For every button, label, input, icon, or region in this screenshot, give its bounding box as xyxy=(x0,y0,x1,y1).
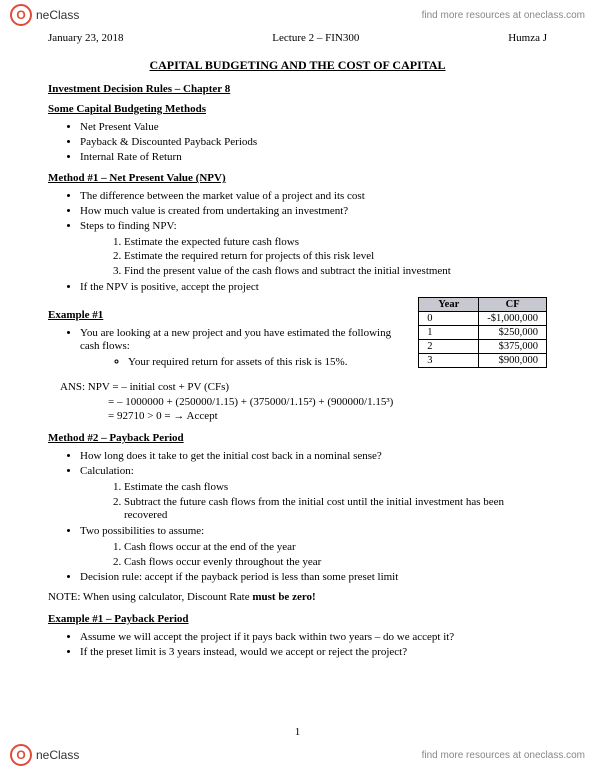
list-item: You are looking at a new project and you… xyxy=(80,327,408,370)
heading-example1: Example #1 xyxy=(48,309,408,321)
table-cell: 1 xyxy=(419,325,479,339)
npv-steps: Estimate the expected future cash flows … xyxy=(80,236,547,279)
tagline-text: find more resources at oneclass.com xyxy=(422,10,585,21)
table-cell: 0 xyxy=(419,311,479,325)
doc-author: Humza J xyxy=(508,32,547,44)
page-number: 1 xyxy=(0,726,595,738)
table-cell: $250,000 xyxy=(479,325,547,339)
list-item-label: Calculation: xyxy=(80,465,134,477)
tagline-text: find more resources at oneclass.com xyxy=(422,750,585,761)
formula-line: = – 1000000 + (250000/1.15) + (375000/1.… xyxy=(60,395,547,410)
list-item: How much value is created from undertaki… xyxy=(80,205,547,219)
list-item: Subtract the future cash flows from the … xyxy=(124,496,547,524)
table-cell: -$1,000,000 xyxy=(479,311,547,325)
list-item: If the NPV is positive, accept the proje… xyxy=(80,281,547,295)
table-cell: 2 xyxy=(419,339,479,353)
note-text: NOTE: When using calculator, Discount Ra… xyxy=(48,591,252,603)
doc-date: January 23, 2018 xyxy=(48,32,123,44)
list-item: Calculation: Estimate the cash flows Sub… xyxy=(80,465,547,523)
payback-note: NOTE: When using calculator, Discount Ra… xyxy=(48,591,547,603)
table-header: CF xyxy=(479,297,547,311)
payback-assumptions: Cash flows occur at the end of the year … xyxy=(80,541,547,570)
heading-methods: Some Capital Budgeting Methods xyxy=(48,103,547,115)
example1-list: You are looking at a new project and you… xyxy=(48,327,408,370)
list-item: Find the present value of the cash flows… xyxy=(124,265,547,279)
table-cell: $375,000 xyxy=(479,339,547,353)
brand-name: neClass xyxy=(36,8,79,22)
heading-method1: Method #1 – Net Present Value (NPV) xyxy=(48,172,547,184)
cashflow-table: Year CF 0-$1,000,000 1$250,000 2$375,000… xyxy=(418,297,547,368)
list-item: Your required return for assets of this … xyxy=(128,356,408,370)
list-item: Two possibilities to assume: Cash flows … xyxy=(80,525,547,569)
list-item-label: You are looking at a new project and you… xyxy=(80,327,391,353)
npv-list: The difference between the market value … xyxy=(48,190,547,294)
methods-list: Net Present Value Payback & Discounted P… xyxy=(48,121,547,164)
bottom-watermark-bar: O neClass find more resources at oneclas… xyxy=(0,744,595,766)
brand-logo-bottom: O neClass xyxy=(10,744,79,766)
formula-line: ANS: NPV = – initial cost + PV (CFs) xyxy=(60,380,547,395)
list-item: Cash flows occur evenly throughout the y… xyxy=(124,556,547,570)
list-item-label: Steps to finding NPV: xyxy=(80,220,177,232)
list-item: Assume we will accept the project if it … xyxy=(80,631,547,645)
heading-investment-rules: Investment Decision Rules – Chapter 8 xyxy=(48,83,547,95)
table-row: 1$250,000 xyxy=(419,325,547,339)
table-header-row: Year CF xyxy=(419,297,547,311)
list-item: Decision rule: accept if the payback per… xyxy=(80,571,547,585)
table-cell: 3 xyxy=(419,353,479,367)
list-item: Internal Rate of Return xyxy=(80,151,547,165)
brand-icon: O xyxy=(10,4,32,26)
top-watermark-bar: O neClass find more resources at oneclas… xyxy=(0,4,595,26)
table-row: 2$375,000 xyxy=(419,339,547,353)
formula-line: = 92710 > 0 = → Accept xyxy=(60,409,547,424)
list-item: Payback & Discounted Payback Periods xyxy=(80,136,547,150)
list-item: How long does it take to get the initial… xyxy=(80,450,547,464)
list-item: Cash flows occur at the end of the year xyxy=(124,541,547,555)
brand-icon: O xyxy=(10,744,32,766)
brand-logo: O neClass xyxy=(10,4,79,26)
table-header: Year xyxy=(419,297,479,311)
list-item: If the preset limit is 3 years instead, … xyxy=(80,646,547,660)
payback-calc-steps: Estimate the cash flows Subtract the fut… xyxy=(80,481,547,523)
list-item-label: Two possibilities to assume: xyxy=(80,525,204,537)
npv-formula: ANS: NPV = – initial cost + PV (CFs) = –… xyxy=(60,380,547,425)
doc-lecture: Lecture 2 – FIN300 xyxy=(272,32,359,44)
payback-example-list: Assume we will accept the project if it … xyxy=(48,631,547,660)
list-item: The difference between the market value … xyxy=(80,190,547,204)
list-item: Estimate the expected future cash flows xyxy=(124,236,547,250)
doc-header: January 23, 2018 Lecture 2 – FIN300 Humz… xyxy=(48,32,547,44)
brand-name: neClass xyxy=(36,748,79,762)
list-item: Estimate the cash flows xyxy=(124,481,547,495)
heading-example1-payback: Example #1 – Payback Period xyxy=(48,613,547,625)
table-row: 3$900,000 xyxy=(419,353,547,367)
example1-sublist: Your required return for assets of this … xyxy=(80,356,408,370)
payback-list: How long does it take to get the initial… xyxy=(48,450,547,585)
heading-method2: Method #2 – Payback Period xyxy=(48,432,547,444)
list-item: Net Present Value xyxy=(80,121,547,135)
list-item: Estimate the required return for project… xyxy=(124,250,547,264)
list-item: Steps to finding NPV: Estimate the expec… xyxy=(80,220,547,279)
page-title: CAPITAL BUDGETING AND THE COST OF CAPITA… xyxy=(48,58,547,73)
table-row: 0-$1,000,000 xyxy=(419,311,547,325)
note-bold: must be zero! xyxy=(252,591,315,603)
table-cell: $900,000 xyxy=(479,353,547,367)
